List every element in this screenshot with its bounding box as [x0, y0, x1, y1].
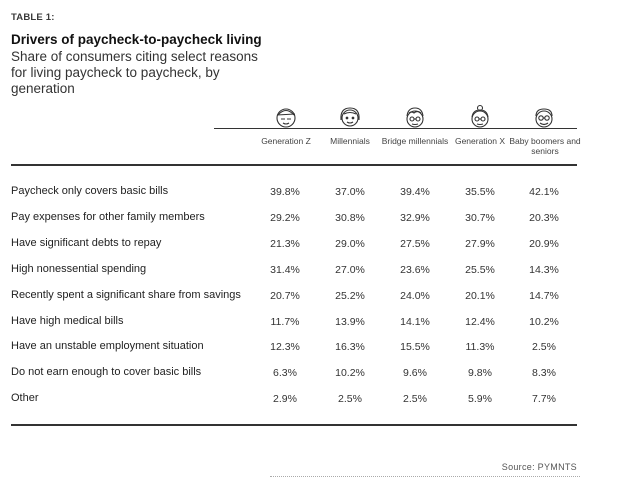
cell: 31.4% [260, 264, 310, 276]
column-header-gen-x: Generation X [445, 137, 515, 147]
cell: 14.7% [519, 290, 569, 302]
gen-x-icon [446, 104, 514, 130]
cell: 39.8% [260, 186, 310, 198]
cell: 10.2% [325, 367, 375, 379]
table-subtitle: Share of consumers citing select reasons… [11, 49, 271, 97]
cell: 2.5% [325, 393, 375, 405]
bridge-millennial-icon [381, 104, 449, 130]
table-row: Have high medical bills 11.7% 13.9% 14.1… [0, 312, 624, 332]
cell: 14.3% [519, 264, 569, 276]
table-label: TABLE 1: [11, 12, 55, 23]
cell: 9.6% [390, 367, 440, 379]
cell: 2.5% [390, 393, 440, 405]
cell: 9.8% [455, 367, 505, 379]
header-top-rule [214, 128, 577, 129]
table-row: Pay expenses for other family members 29… [0, 208, 624, 228]
row-label: Other [11, 392, 39, 404]
table-row: Other 2.9% 2.5% 2.5% 5.9% 7.7% [0, 389, 624, 409]
row-label: Do not earn enough to cover basic bills [11, 366, 201, 378]
column-header-bridge-millennials: Bridge millennials [380, 137, 450, 147]
cell: 32.9% [390, 212, 440, 224]
source-note: Source: PYMNTS [502, 462, 577, 472]
table-title: Drivers of paycheck-to-paycheck living [11, 32, 262, 47]
column-header-millennials: Millennials [315, 137, 385, 147]
column-header-boomers: Baby boomers and seniors [509, 137, 581, 156]
table-row: Have significant debts to repay 21.3% 29… [0, 234, 624, 254]
column-header-gen-z: Generation Z [251, 137, 321, 147]
row-label: Have an unstable employment situation [11, 340, 204, 352]
cropped-footnote-line [270, 476, 580, 478]
row-label: Have significant debts to repay [11, 237, 161, 249]
cell: 23.6% [390, 264, 440, 276]
table-bottom-rule [11, 424, 577, 426]
table-row: High nonessential spending 31.4% 27.0% 2… [0, 260, 624, 280]
cell: 20.3% [519, 212, 569, 224]
cell: 42.1% [519, 186, 569, 198]
cell: 5.9% [455, 393, 505, 405]
header-bottom-rule [11, 164, 577, 166]
cell: 37.0% [325, 186, 375, 198]
cell: 35.5% [455, 186, 505, 198]
cell: 24.0% [390, 290, 440, 302]
table-row: Paycheck only covers basic bills 39.8% 3… [0, 182, 624, 202]
cell: 13.9% [325, 316, 375, 328]
cell: 29.0% [325, 238, 375, 250]
cell: 6.3% [260, 367, 310, 379]
cell: 7.7% [519, 393, 569, 405]
cell: 20.9% [519, 238, 569, 250]
cell: 12.4% [455, 316, 505, 328]
gen-z-icon [252, 104, 320, 130]
table-row: Recently spent a significant share from … [0, 286, 624, 306]
row-label: Recently spent a significant share from … [11, 289, 241, 301]
cell: 14.1% [390, 316, 440, 328]
cell: 2.9% [260, 393, 310, 405]
millennial-icon [316, 104, 384, 130]
table-row: Do not earn enough to cover basic bills … [0, 363, 624, 383]
row-label: High nonessential spending [11, 263, 146, 275]
row-label: Have high medical bills [11, 315, 124, 327]
cell: 11.7% [260, 316, 310, 328]
row-label: Pay expenses for other family members [11, 211, 205, 223]
cell: 29.2% [260, 212, 310, 224]
cell: 25.2% [325, 290, 375, 302]
cell: 8.3% [519, 367, 569, 379]
cell: 39.4% [390, 186, 440, 198]
cell: 15.5% [390, 341, 440, 353]
cell: 27.5% [390, 238, 440, 250]
cell: 16.3% [325, 341, 375, 353]
cell: 10.2% [519, 316, 569, 328]
row-label: Paycheck only covers basic bills [11, 185, 168, 197]
cell: 2.5% [519, 341, 569, 353]
cell: 20.1% [455, 290, 505, 302]
cell: 21.3% [260, 238, 310, 250]
cell: 12.3% [260, 341, 310, 353]
cell: 27.0% [325, 264, 375, 276]
cell: 27.9% [455, 238, 505, 250]
cell: 30.7% [455, 212, 505, 224]
cell: 30.8% [325, 212, 375, 224]
cell: 11.3% [455, 341, 505, 353]
cell: 20.7% [260, 290, 310, 302]
table-row: Have an unstable employment situation 12… [0, 337, 624, 357]
boomer-icon [510, 104, 578, 130]
cell: 25.5% [455, 264, 505, 276]
